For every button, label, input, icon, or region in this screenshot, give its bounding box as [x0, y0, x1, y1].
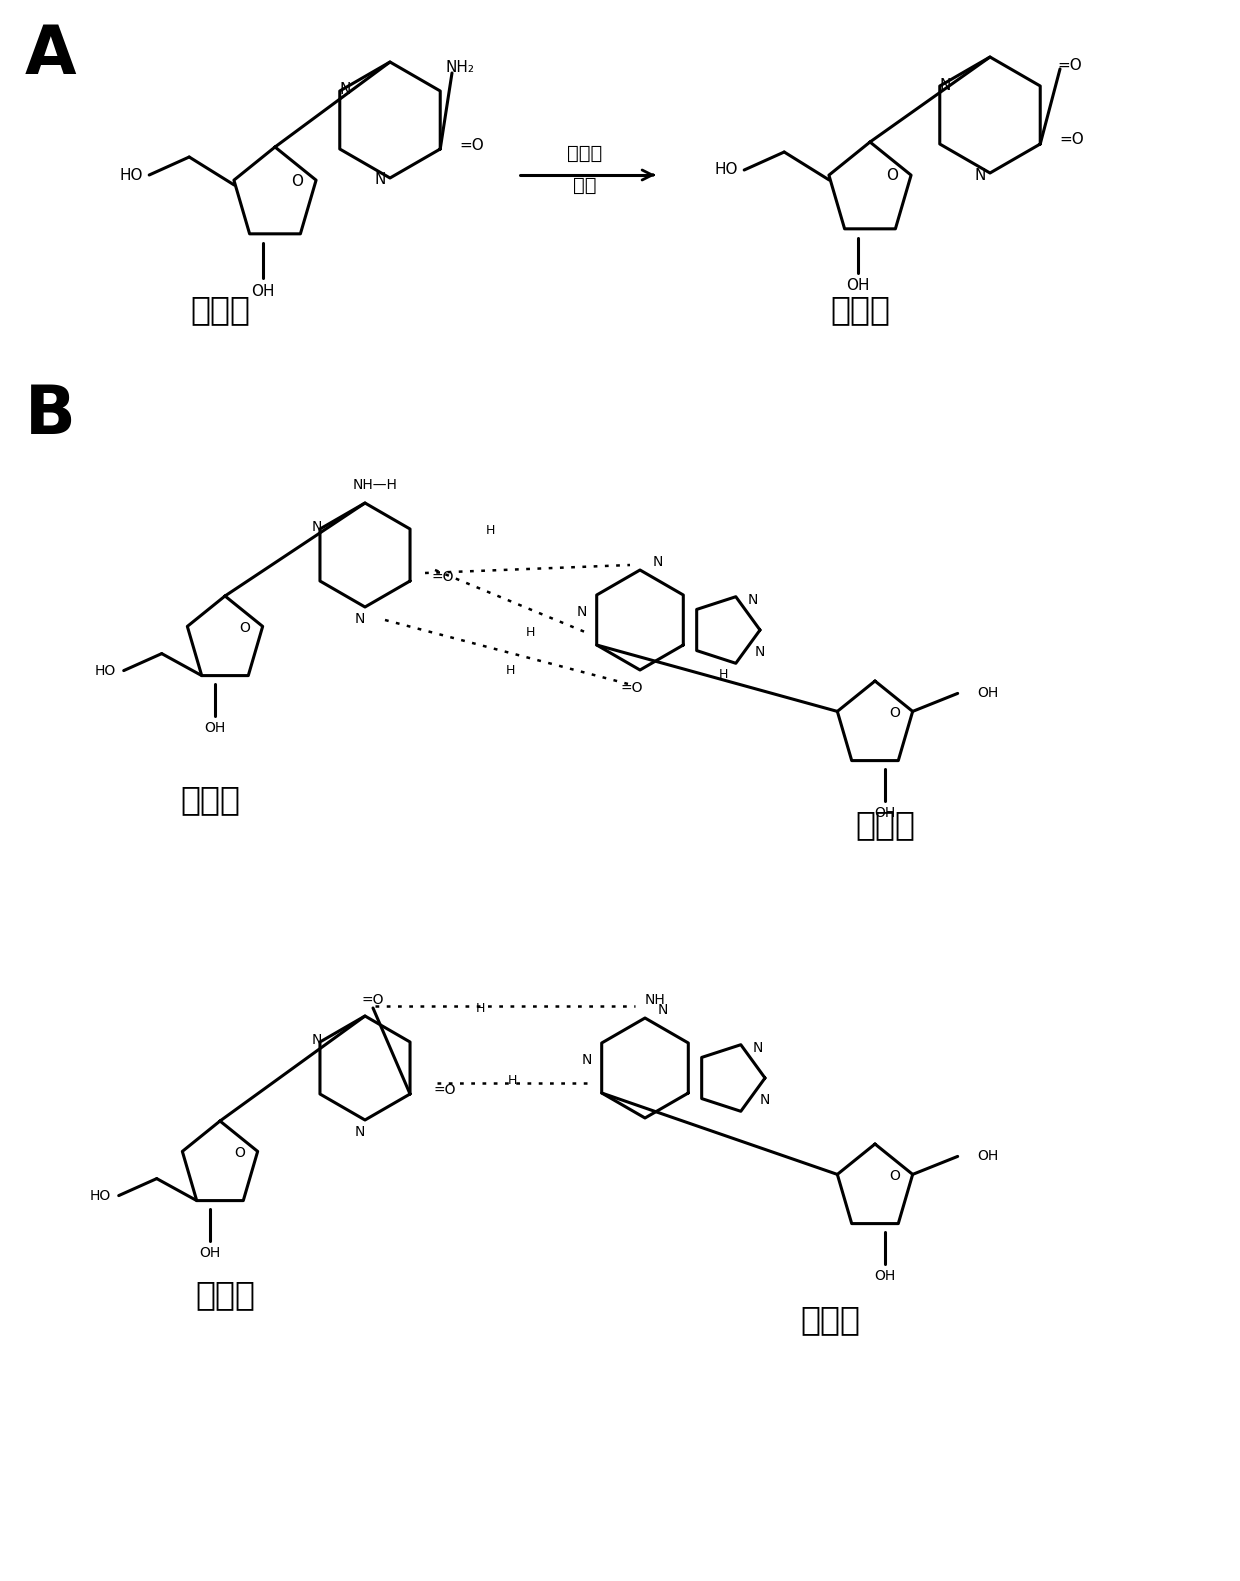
Text: N: N	[340, 82, 351, 98]
Text: =O: =O	[434, 1083, 456, 1097]
Text: O: O	[234, 1146, 246, 1160]
Text: HO: HO	[91, 1189, 112, 1203]
Text: H: H	[718, 667, 728, 680]
Text: =O: =O	[1060, 133, 1084, 147]
Text: 亚硫酸: 亚硫酸	[568, 144, 603, 163]
Text: HO: HO	[95, 664, 117, 678]
Text: OH: OH	[200, 1246, 221, 1260]
Text: A: A	[25, 22, 76, 89]
Text: O: O	[291, 174, 303, 188]
Text: N: N	[657, 1002, 668, 1017]
Text: =O: =O	[621, 681, 644, 696]
Text: N: N	[355, 612, 366, 626]
Text: N: N	[374, 172, 386, 188]
Text: H: H	[507, 1073, 517, 1086]
Text: N: N	[940, 77, 951, 93]
Text: =O: =O	[362, 993, 384, 1007]
Text: OH: OH	[874, 1270, 895, 1284]
Text: 尿崧啦: 尿崧啦	[830, 294, 890, 327]
Text: 尿崧啦: 尿崧啦	[195, 1279, 255, 1312]
Text: 胞崧啦: 胞崧啦	[190, 294, 250, 327]
Text: N: N	[652, 555, 663, 569]
Text: NH₂: NH₂	[445, 60, 475, 76]
Text: H: H	[526, 626, 534, 639]
Text: NH—H: NH—H	[352, 477, 398, 492]
Text: HO: HO	[714, 163, 738, 177]
Text: N: N	[311, 1032, 322, 1047]
Text: =O: =O	[460, 138, 485, 152]
Text: 胞崧啦: 胞崧啦	[180, 784, 241, 816]
Text: N: N	[355, 1126, 366, 1138]
Text: N: N	[755, 645, 765, 659]
Text: =O: =O	[432, 571, 454, 583]
Text: H: H	[506, 664, 515, 677]
Text: OH: OH	[977, 1149, 999, 1164]
Text: OH: OH	[874, 806, 895, 821]
Text: 氢钓: 氢钓	[573, 175, 596, 194]
Text: =O: =O	[1058, 57, 1083, 73]
Text: O: O	[887, 169, 898, 183]
Text: OH: OH	[205, 721, 226, 735]
Text: O: O	[239, 621, 250, 636]
Text: 鸟嗈咐: 鸟嗈咐	[856, 808, 915, 841]
Text: OH: OH	[977, 686, 999, 700]
Text: O: O	[889, 1168, 900, 1183]
Text: B: B	[25, 383, 76, 447]
Text: N: N	[748, 593, 758, 607]
Text: 腺嗈咐: 腺嗈咐	[800, 1303, 861, 1336]
Text: HO: HO	[119, 168, 143, 182]
Text: N: N	[582, 1053, 593, 1067]
Text: N: N	[311, 520, 322, 534]
Text: N: N	[577, 606, 588, 620]
Text: N: N	[975, 168, 986, 182]
Text: H: H	[475, 1001, 485, 1015]
Text: NH: NH	[645, 993, 666, 1007]
Text: OH: OH	[252, 283, 275, 299]
Text: N: N	[760, 1092, 770, 1107]
Text: H: H	[485, 523, 495, 536]
Text: N: N	[753, 1040, 763, 1055]
Text: OH: OH	[846, 278, 869, 294]
Text: O: O	[889, 707, 900, 719]
